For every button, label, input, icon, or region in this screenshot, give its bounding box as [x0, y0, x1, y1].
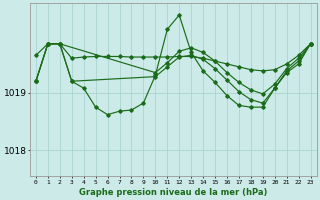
- X-axis label: Graphe pression niveau de la mer (hPa): Graphe pression niveau de la mer (hPa): [79, 188, 268, 197]
